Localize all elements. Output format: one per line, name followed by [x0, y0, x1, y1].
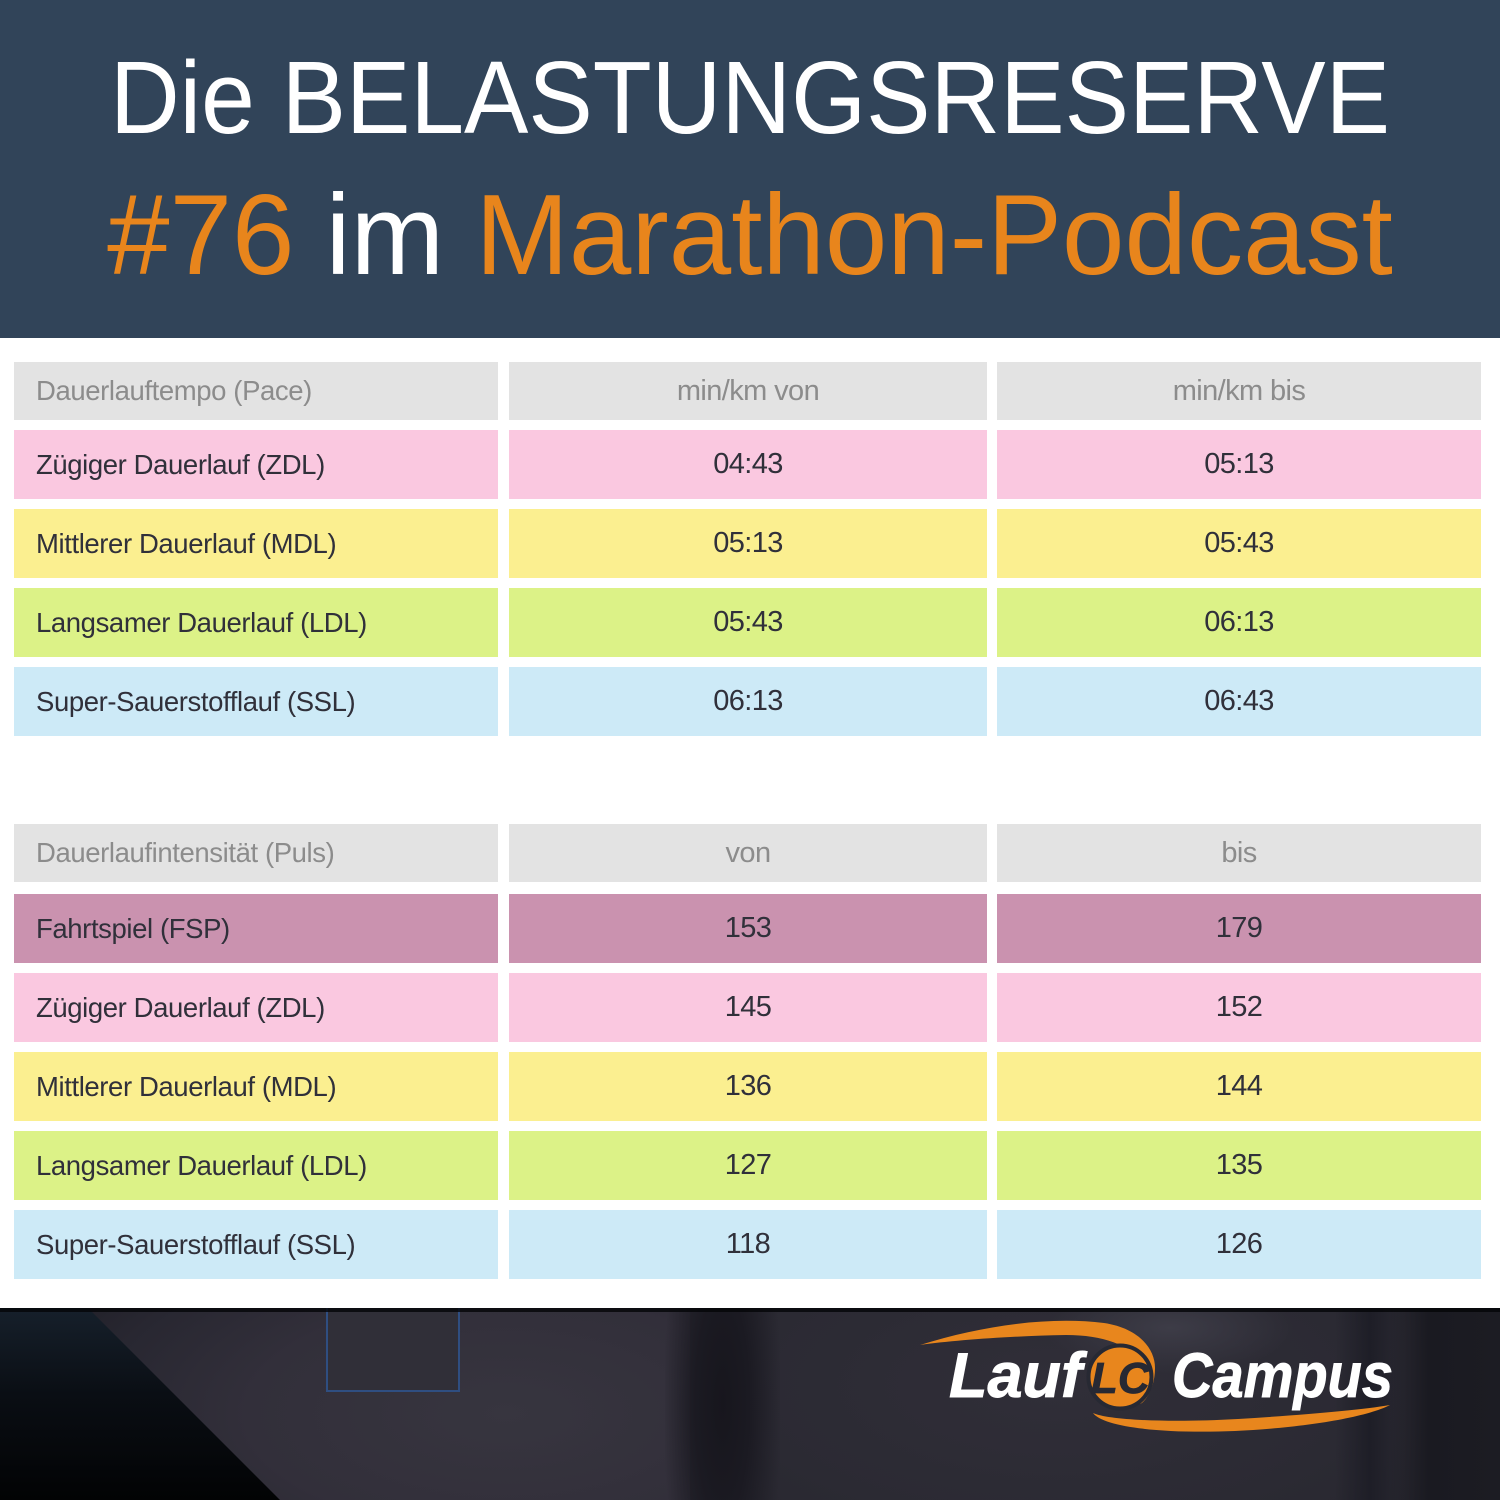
svg-text:LC: LC	[1091, 1354, 1151, 1403]
svg-text:Campus: Campus	[1172, 1341, 1393, 1411]
svg-text:Lauf: Lauf	[949, 1341, 1088, 1411]
